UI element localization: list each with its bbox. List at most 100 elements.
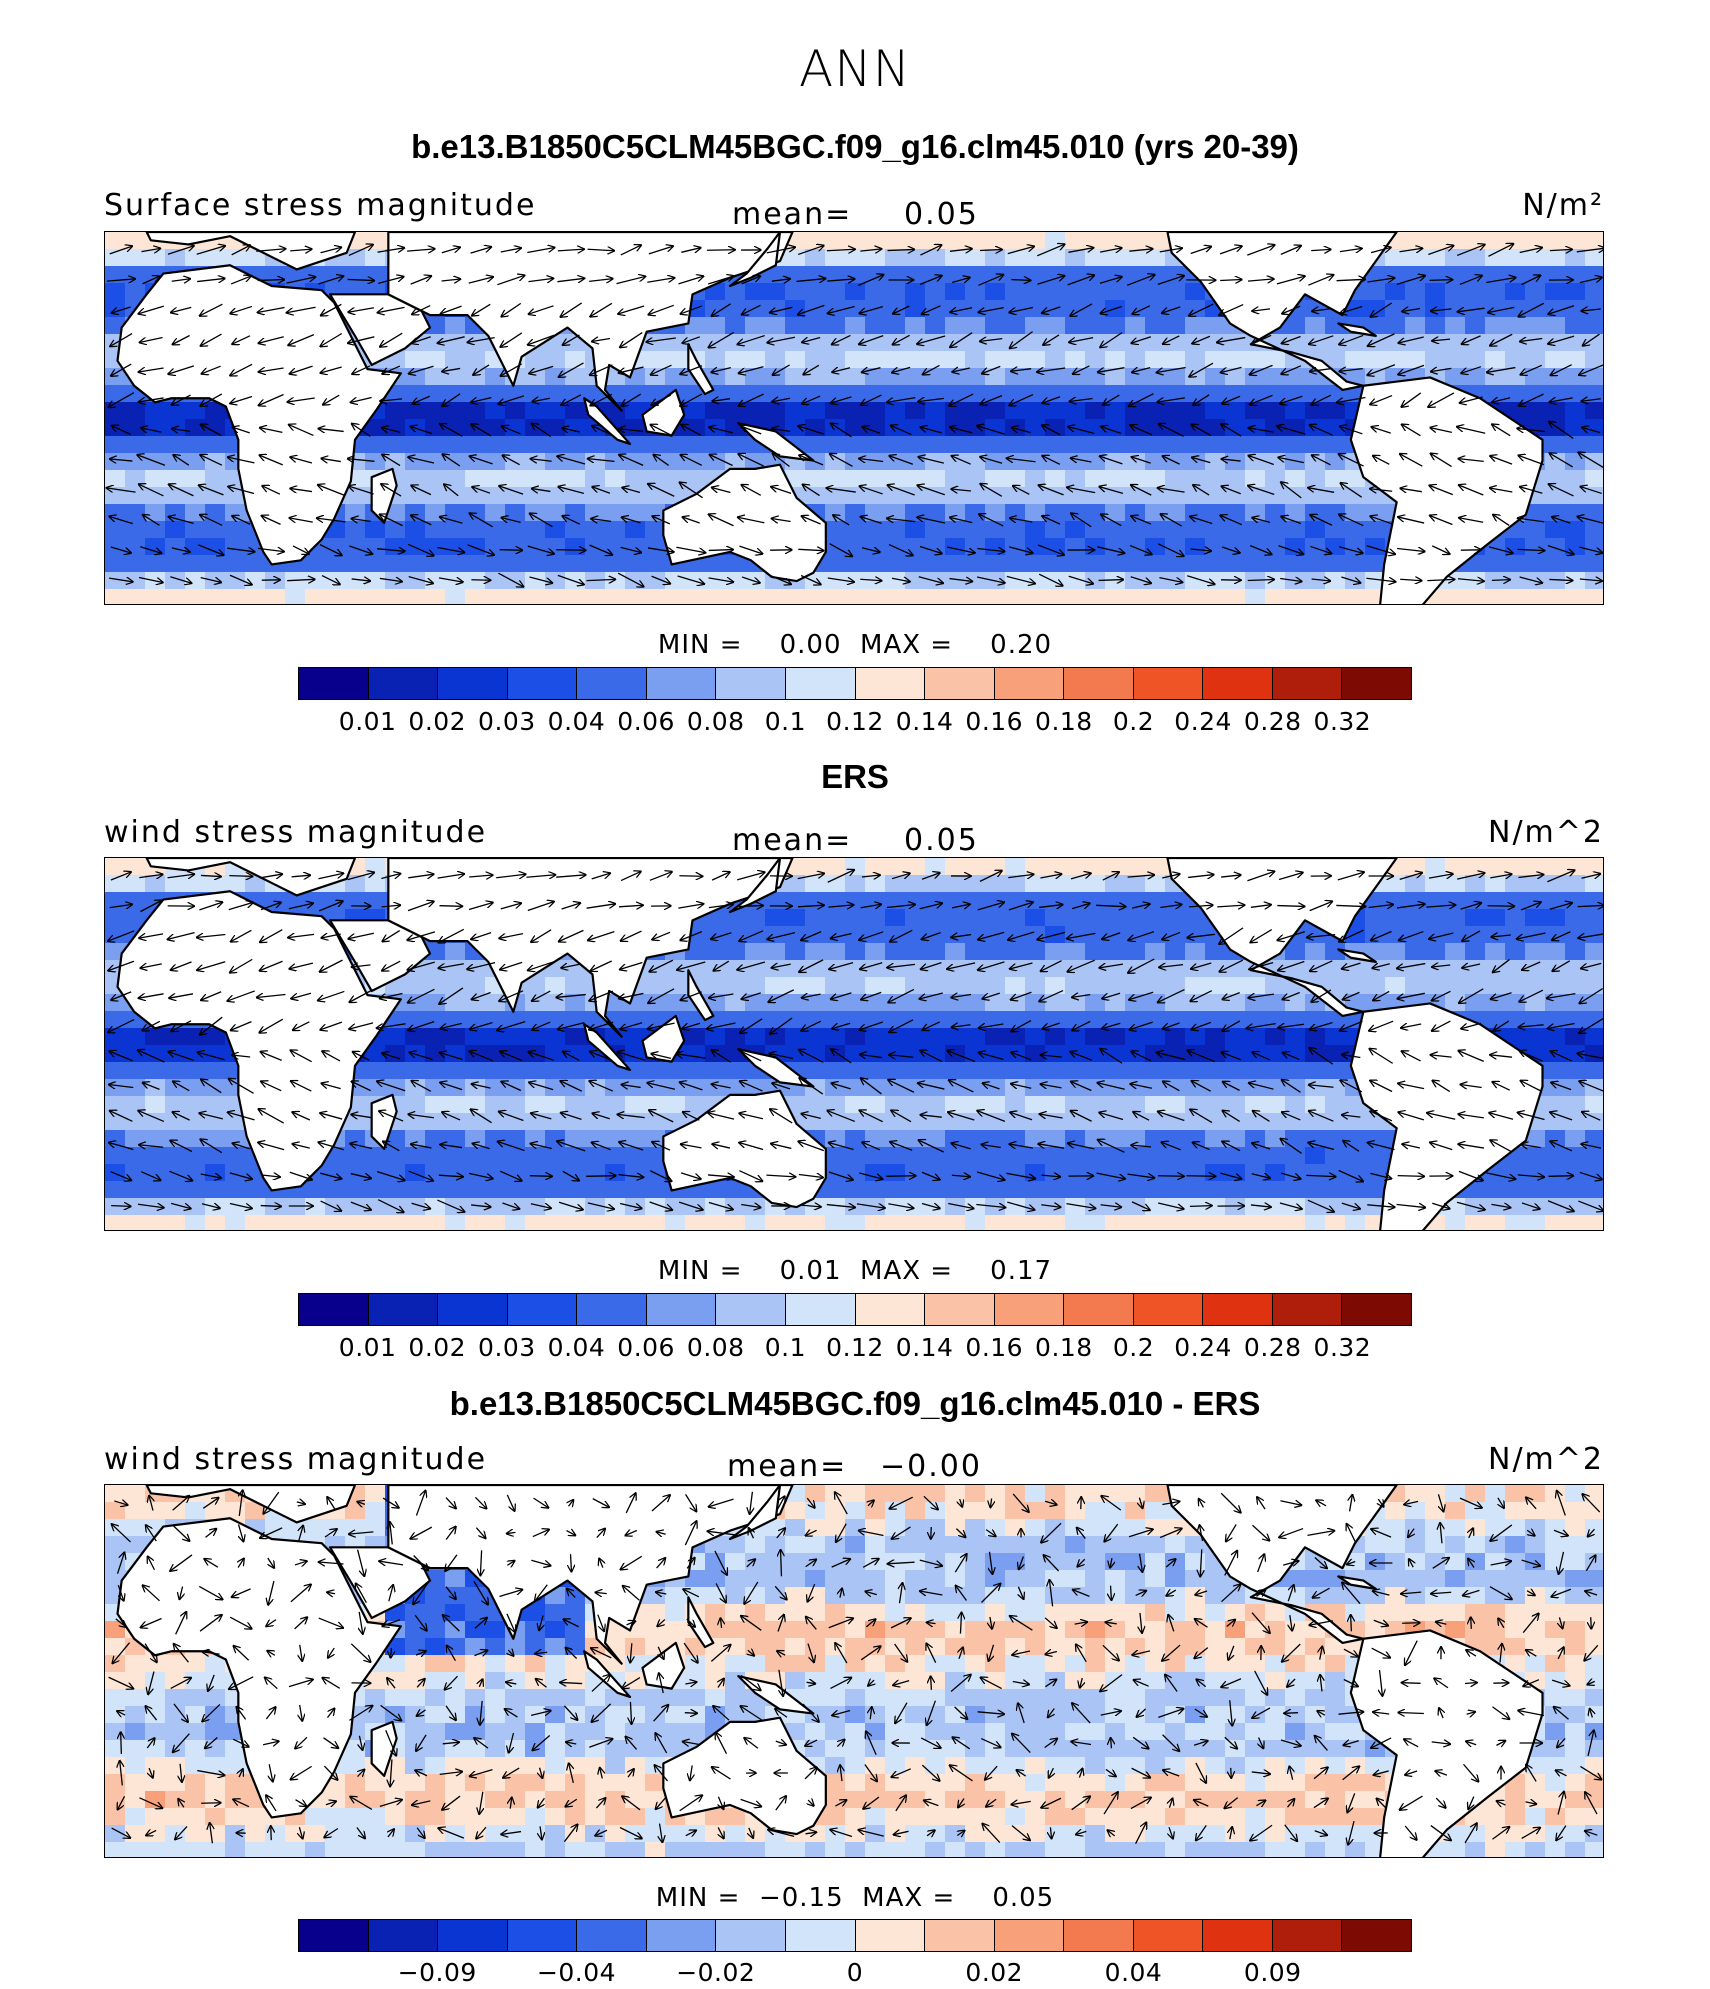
shading-cell bbox=[1445, 1485, 1466, 1503]
shading-cell bbox=[785, 909, 806, 927]
shading-cell bbox=[445, 977, 466, 995]
shading-cell bbox=[1565, 589, 1586, 604]
shading-cell bbox=[925, 453, 946, 471]
shading-cell bbox=[485, 1215, 506, 1230]
shading-cell bbox=[985, 470, 1006, 488]
shading-cell bbox=[485, 504, 506, 522]
shading-cell bbox=[425, 402, 446, 420]
shading-cell bbox=[965, 977, 986, 995]
shading-cell bbox=[1045, 589, 1066, 604]
shading-cell bbox=[805, 1096, 826, 1114]
shading-cell bbox=[625, 1096, 646, 1114]
shading-cell bbox=[1005, 1011, 1026, 1029]
shading-cell bbox=[945, 453, 966, 471]
shading-cell bbox=[245, 1181, 266, 1199]
shading-cell bbox=[1105, 572, 1126, 590]
colorbar-tick-label: 0.01 bbox=[338, 1333, 397, 1362]
shading-cell bbox=[205, 504, 226, 522]
wind-vector-arrow bbox=[1099, 277, 1122, 284]
colorbar-tick-label: 0.08 bbox=[686, 707, 745, 736]
shading-cell bbox=[165, 521, 186, 539]
wind-vector-arrow bbox=[499, 550, 523, 551]
colorbar-swatch bbox=[1203, 1294, 1273, 1325]
shading-cell bbox=[905, 1011, 926, 1029]
shading-cell bbox=[845, 909, 866, 927]
shading-cell bbox=[545, 368, 566, 386]
wind-vector-arrow bbox=[1189, 1206, 1212, 1207]
shading-cell bbox=[645, 334, 666, 352]
shading-cell bbox=[1125, 266, 1146, 284]
shading-cell bbox=[1105, 555, 1126, 573]
shading-cell bbox=[1125, 317, 1146, 335]
shading-cell bbox=[805, 368, 826, 386]
shading-cell bbox=[225, 249, 246, 267]
shading-cell bbox=[1545, 1028, 1566, 1046]
shading-cell bbox=[1165, 538, 1186, 556]
shading-cell bbox=[785, 249, 806, 267]
shading-cell bbox=[885, 1147, 906, 1165]
shading-cell bbox=[1025, 1028, 1046, 1046]
shading-cell bbox=[445, 487, 466, 505]
shading-cell bbox=[1545, 317, 1566, 335]
shading-cell bbox=[1065, 351, 1086, 369]
shading-cell bbox=[565, 385, 586, 403]
shading-cell bbox=[1545, 300, 1566, 318]
shading-cell bbox=[925, 249, 946, 267]
colorbar-swatch bbox=[1272, 668, 1343, 699]
shading-cell bbox=[945, 977, 966, 995]
shading-cell bbox=[1365, 504, 1386, 522]
shading-cell bbox=[525, 351, 546, 369]
shading-cell bbox=[1525, 1164, 1546, 1182]
shading-cell bbox=[1485, 351, 1506, 369]
shading-cell bbox=[865, 504, 886, 522]
shading-cell bbox=[925, 521, 946, 539]
shading-cell bbox=[1205, 368, 1226, 386]
shading-cell bbox=[1245, 1079, 1266, 1097]
shading-cell bbox=[1105, 436, 1126, 454]
shading-cell bbox=[1205, 1130, 1226, 1148]
shading-cell bbox=[1165, 994, 1186, 1012]
shading-cell bbox=[585, 589, 606, 604]
shading-cell bbox=[1585, 909, 1603, 927]
shading-cell bbox=[865, 317, 886, 335]
shading-cell bbox=[1205, 1045, 1226, 1063]
shading-cell bbox=[1565, 385, 1586, 403]
shading-cell bbox=[585, 453, 606, 471]
shading-cell bbox=[1045, 1215, 1066, 1230]
shading-cell bbox=[1485, 960, 1506, 978]
shading-cell bbox=[185, 1079, 206, 1097]
shading-cell bbox=[1285, 521, 1306, 539]
shading-cell bbox=[1165, 368, 1186, 386]
shading-cell bbox=[1585, 1096, 1603, 1114]
shading-cell bbox=[485, 1130, 506, 1148]
shading-cell bbox=[885, 368, 906, 386]
shading-cell bbox=[1085, 994, 1106, 1012]
colorbar-swatch bbox=[438, 668, 508, 699]
shading-cell bbox=[725, 1553, 746, 1571]
shading-cell bbox=[1285, 453, 1306, 471]
wind-vector-arrow bbox=[109, 246, 133, 255]
shading-cell bbox=[1365, 351, 1386, 369]
shading-cell bbox=[1565, 470, 1586, 488]
panel-2-map-svg bbox=[105, 858, 1603, 1230]
shading-cell bbox=[1085, 1062, 1106, 1080]
shading-cell bbox=[725, 1536, 746, 1554]
shading-cell bbox=[1005, 875, 1026, 893]
shading-cell bbox=[1485, 1011, 1506, 1029]
shading-cell bbox=[905, 1502, 926, 1520]
shading-cell bbox=[125, 283, 146, 301]
shading-cell bbox=[985, 943, 1006, 961]
shading-cell bbox=[865, 470, 886, 488]
wind-vector-arrow bbox=[648, 246, 673, 255]
shading-cell bbox=[905, 858, 926, 876]
shading-cell bbox=[365, 858, 386, 876]
shading-cell bbox=[1465, 317, 1486, 335]
shading-cell bbox=[1185, 470, 1206, 488]
shading-cell bbox=[185, 1062, 206, 1080]
shading-cell bbox=[1345, 1147, 1366, 1165]
shading-cell bbox=[425, 960, 446, 978]
shading-cell bbox=[425, 504, 446, 522]
shading-cell bbox=[1065, 283, 1086, 301]
panel-2-variable-label: wind stress magnitude bbox=[104, 815, 488, 850]
shading-cell bbox=[125, 470, 146, 488]
